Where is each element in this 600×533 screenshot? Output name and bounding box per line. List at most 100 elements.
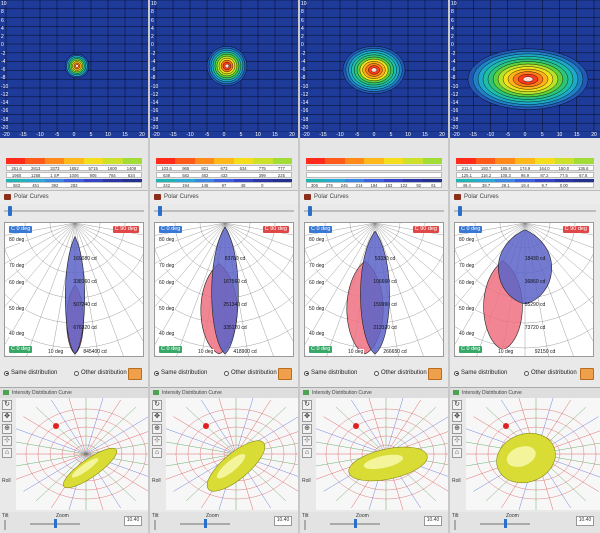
y-tick: -10 xyxy=(451,83,459,90)
y-tick: 6 xyxy=(451,17,454,24)
wireframe-line xyxy=(16,443,148,467)
radio-dot[interactable] xyxy=(304,370,309,376)
folder-icon[interactable] xyxy=(128,368,142,380)
slider-thumb[interactable] xyxy=(158,206,162,216)
same-distribution-radio[interactable]: Same distribution xyxy=(154,370,207,376)
c-plane-slider[interactable] xyxy=(454,206,596,216)
rotate-icon[interactable]: ↻ xyxy=(302,400,312,410)
c-plane-slider[interactable] xyxy=(154,206,294,216)
zoom-slider-thumb[interactable] xyxy=(354,519,357,528)
rotate-icon[interactable]: ↻ xyxy=(2,400,12,410)
axes-icon[interactable]: ⊹ xyxy=(2,436,12,446)
other-distribution-radio[interactable]: Other distribution xyxy=(74,370,127,376)
y-tick: -20 xyxy=(301,125,309,131)
zoom-icon[interactable]: ⊕ xyxy=(2,424,12,434)
deg-label: 80 deg xyxy=(458,237,476,243)
polar-curves-title: Polar Curves xyxy=(14,194,49,200)
same-distribution-radio[interactable]: Same distribution xyxy=(4,370,57,376)
slider-track xyxy=(304,210,444,212)
other-distribution-radio[interactable]: Other distribution xyxy=(224,370,277,376)
zoom-value[interactable]: 10.40 xyxy=(576,516,594,526)
intensity-cone-3d[interactable] xyxy=(166,398,298,510)
pan-icon[interactable]: ✥ xyxy=(152,412,162,422)
reset-icon[interactable]: ⌂ xyxy=(152,448,162,458)
scale-value: 777 xyxy=(277,166,285,170)
tilt-slider[interactable] xyxy=(4,520,6,530)
c-plane-slider[interactable] xyxy=(304,206,444,216)
rotate-icon[interactable]: ↻ xyxy=(152,400,162,410)
pan-icon[interactable]: ✥ xyxy=(452,412,462,422)
cone-graphic xyxy=(316,398,448,510)
polar-curves-header: Polar Curves xyxy=(0,190,148,204)
polar-ray xyxy=(74,223,143,281)
radio-dot[interactable] xyxy=(454,370,459,376)
scale-values-3: 306 276 245 214 184 153 122 92 61 xyxy=(306,182,442,188)
zoom-slider-thumb[interactable] xyxy=(504,519,507,528)
scale-value: 283 xyxy=(70,183,78,187)
other-distribution-radio[interactable]: Other distribution xyxy=(374,370,427,376)
intensity-cone-3d[interactable] xyxy=(466,398,600,510)
other-distribution-radio[interactable]: Other distribution xyxy=(524,370,577,376)
panel-3: 10 8 6 4 2 0 -2 -4 -6 -8 -10 -12 -14 -16 -18 -20 -20 -15… xyxy=(300,0,448,533)
tilt-slider[interactable] xyxy=(304,520,306,530)
folder-icon[interactable] xyxy=(278,368,292,380)
intensity-cone-3d[interactable] xyxy=(16,398,148,510)
radio-dot[interactable] xyxy=(4,370,9,376)
distribution-options: Same distribution Other distribution xyxy=(454,368,596,382)
scale-value: 306 xyxy=(310,183,318,187)
radio-dot[interactable] xyxy=(224,370,229,376)
cone-graphic xyxy=(466,398,600,510)
x-tick: -20 xyxy=(2,132,10,138)
y-tick: 6 xyxy=(1,17,4,24)
intensity-cone-3d[interactable] xyxy=(316,398,448,510)
zoom-value[interactable]: 10.40 xyxy=(124,516,142,526)
same-distribution-radio[interactable]: Same distribution xyxy=(454,370,507,376)
axes-icon[interactable]: ⊹ xyxy=(452,436,462,446)
same-distribution-radio[interactable]: Same distribution xyxy=(304,370,357,376)
pan-icon[interactable]: ✥ xyxy=(2,412,12,422)
radio-dot[interactable] xyxy=(374,370,379,376)
axes-icon[interactable]: ⊹ xyxy=(152,436,162,446)
radio-dot[interactable] xyxy=(524,370,529,376)
isolux-contour xyxy=(224,63,230,69)
scale-value: 583 xyxy=(13,183,21,187)
radio-dot[interactable] xyxy=(74,370,79,376)
zoom-icon[interactable]: ⊕ xyxy=(302,424,312,434)
scale-swatch xyxy=(214,158,234,164)
reset-icon[interactable]: ⌂ xyxy=(302,448,312,458)
c0-tag: C 0 deg xyxy=(9,226,33,233)
polar-curves-icon xyxy=(154,194,161,200)
slider-thumb[interactable] xyxy=(458,206,462,216)
folder-icon[interactable] xyxy=(428,368,442,380)
slider-thumb[interactable] xyxy=(8,206,12,216)
zoom-icon[interactable]: ⊕ xyxy=(152,424,162,434)
scale-value xyxy=(403,173,422,177)
scale-value: 174.9 xyxy=(519,166,531,170)
pan-icon[interactable]: ✥ xyxy=(302,412,312,422)
rotate-icon[interactable]: ↻ xyxy=(452,400,462,410)
scale-swatch xyxy=(194,158,215,164)
polar-ray xyxy=(155,223,226,236)
folder-icon[interactable] xyxy=(580,368,594,380)
scale-swatch xyxy=(175,158,195,164)
zoom-slider-thumb[interactable] xyxy=(204,519,207,528)
y-tick: -2 xyxy=(1,50,6,57)
radio-dot[interactable] xyxy=(154,370,159,376)
tilt-slider[interactable] xyxy=(454,520,456,530)
scale-swatch xyxy=(233,158,254,164)
zoom-slider-thumb[interactable] xyxy=(54,519,57,528)
scale-value: 905 xyxy=(89,173,97,177)
reset-icon[interactable]: ⌂ xyxy=(2,448,12,458)
scale-values-2 xyxy=(306,172,442,178)
tilt-slider[interactable] xyxy=(154,520,156,530)
x-tick: -15 xyxy=(319,132,327,138)
zoom-icon[interactable]: ⊕ xyxy=(452,424,462,434)
reset-icon[interactable]: ⌂ xyxy=(452,448,462,458)
cd-label: 106660 cd xyxy=(373,279,397,285)
axes-icon[interactable]: ⊹ xyxy=(302,436,312,446)
zoom-value[interactable]: 10.40 xyxy=(424,516,442,526)
slider-thumb[interactable] xyxy=(308,206,312,216)
zoom-value[interactable]: 10.40 xyxy=(274,516,292,526)
c-plane-slider[interactable] xyxy=(4,206,144,216)
